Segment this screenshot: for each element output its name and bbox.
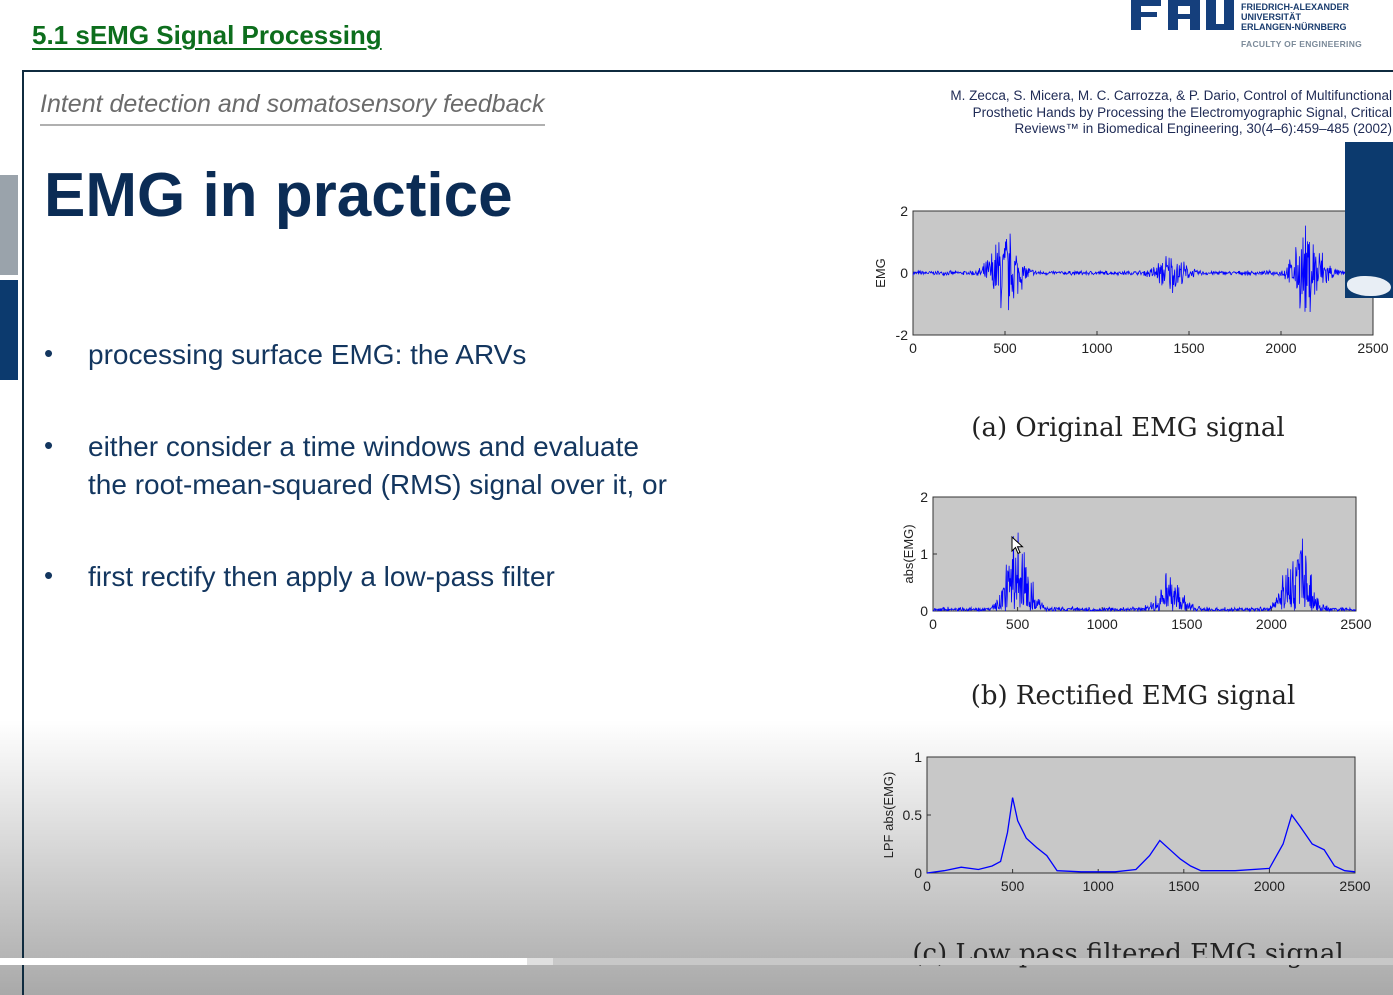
slide-title: EMG in practice [44, 161, 513, 230]
side-tab-gray[interactable] [0, 175, 18, 275]
bullet-line: processing surface EMG: the ARVs [88, 339, 527, 370]
y-tick-label: 2 [920, 489, 928, 505]
x-tick-label: 2500 [1339, 878, 1370, 894]
x-tick-label: 2000 [1254, 878, 1285, 894]
bullet-item-2: either consider a time windows and evalu… [88, 428, 667, 504]
bullet-item-3: first rectify then apply a low-pass filt… [88, 558, 555, 596]
signal-line [926, 797, 1356, 874]
y-tick-label: 1 [914, 749, 922, 765]
bullet-line: either consider a time windows and evalu… [88, 431, 639, 462]
logo-line-2: UNIVERSITÄT [1241, 12, 1302, 22]
y-tick-label: 2 [900, 203, 908, 219]
video-progress-played[interactable] [0, 958, 527, 965]
logo-line-1: FRIEDRICH-ALEXANDER [1241, 2, 1349, 12]
y-tick-label: 1 [920, 546, 928, 562]
y-tick-label: 0 [920, 603, 928, 619]
citation-line: M. Zecca, S. Micera, M. C. Carrozza, & P… [950, 88, 1392, 103]
side-tab-blue[interactable] [0, 280, 18, 380]
x-tick-label: 0 [929, 616, 937, 632]
bullet-symbol: • [44, 430, 54, 460]
x-tick-label: 1500 [1168, 878, 1199, 894]
logo-line-3: ERLANGEN-NÜRNBERG [1241, 22, 1347, 32]
citation-line: Reviews™ in Biomedical Engineering, 30(4… [1014, 121, 1392, 136]
x-tick-label: 500 [1006, 616, 1030, 632]
x-tick-label: 1000 [1087, 616, 1118, 632]
plot-area [932, 496, 1357, 612]
y-tick-label: 0 [900, 265, 908, 281]
y-axis-label: abs(EMG) [901, 524, 916, 583]
mouse-cursor-icon [1011, 536, 1024, 555]
bullet-line: first rectify then apply a low-pass filt… [88, 561, 555, 592]
signal-line [932, 532, 1357, 613]
x-tick-label: 1500 [1173, 340, 1204, 356]
chart-caption: (b) Rectified EMG signal [971, 681, 1296, 711]
chart-caption: (a) Original EMG signal [971, 413, 1284, 443]
chart-2: 0 500 1000 1500 2000 2500 0 1 2 abs(EMG) (b) Recti… [901, 489, 1372, 711]
x-tick-label: 1000 [1083, 878, 1114, 894]
y-axis-label: LPF abs(EMG) [881, 772, 896, 859]
x-tick-label: 0 [909, 340, 917, 356]
x-tick-label: 2000 [1265, 340, 1296, 356]
bullet-symbol: • [44, 338, 54, 368]
x-tick-label: 500 [1001, 878, 1025, 894]
video-progress-track[interactable] [0, 958, 1393, 965]
x-tick-label: 500 [993, 340, 1017, 356]
fau-logo: FRIEDRICH-ALEXANDER UNIVERSITÄT ERLANGEN… [1128, 0, 1393, 52]
x-tick-label: 2500 [1340, 616, 1371, 632]
y-tick-label: 0.5 [903, 807, 923, 823]
x-tick-label: 1500 [1171, 616, 1202, 632]
video-progress-buffered [526, 958, 553, 965]
x-tick-label: 1000 [1081, 340, 1112, 356]
y-tick-label: -2 [896, 327, 909, 343]
citation: M. Zecca, S. Micera, M. C. Carrozza, & P… [922, 88, 1392, 138]
logo-university-name: FRIEDRICH-ALEXANDER UNIVERSITÄT ERLANGEN… [1241, 2, 1349, 32]
plot-area [926, 756, 1356, 874]
bullet-line: the root-mean-squared (RMS) signal over … [88, 469, 667, 500]
webcam-overlay [1345, 142, 1393, 298]
bullet-symbol: • [44, 560, 54, 590]
slide-subtitle: Intent detection and somatosensory feedb… [40, 90, 545, 126]
webcam-overlay-highlight [1347, 276, 1391, 296]
section-title: 5.1 sEMG Signal Processing [32, 20, 382, 50]
x-tick-label: 2500 [1357, 340, 1388, 356]
citation-line: Prosthetic Hands by Processing the Elect… [972, 104, 1392, 120]
x-tick-label: 0 [923, 878, 931, 894]
logo-faculty: FACULTY OF ENGINEERING [1241, 39, 1363, 49]
y-tick-label: 0 [914, 865, 922, 881]
x-tick-label: 2000 [1256, 616, 1287, 632]
y-axis-label: EMG [873, 258, 888, 288]
signal-line [912, 225, 1374, 313]
slide-frame-left [22, 70, 24, 995]
slide-frame-top [22, 70, 1393, 72]
bullet-item-1: processing surface EMG: the ARVs [88, 336, 526, 374]
